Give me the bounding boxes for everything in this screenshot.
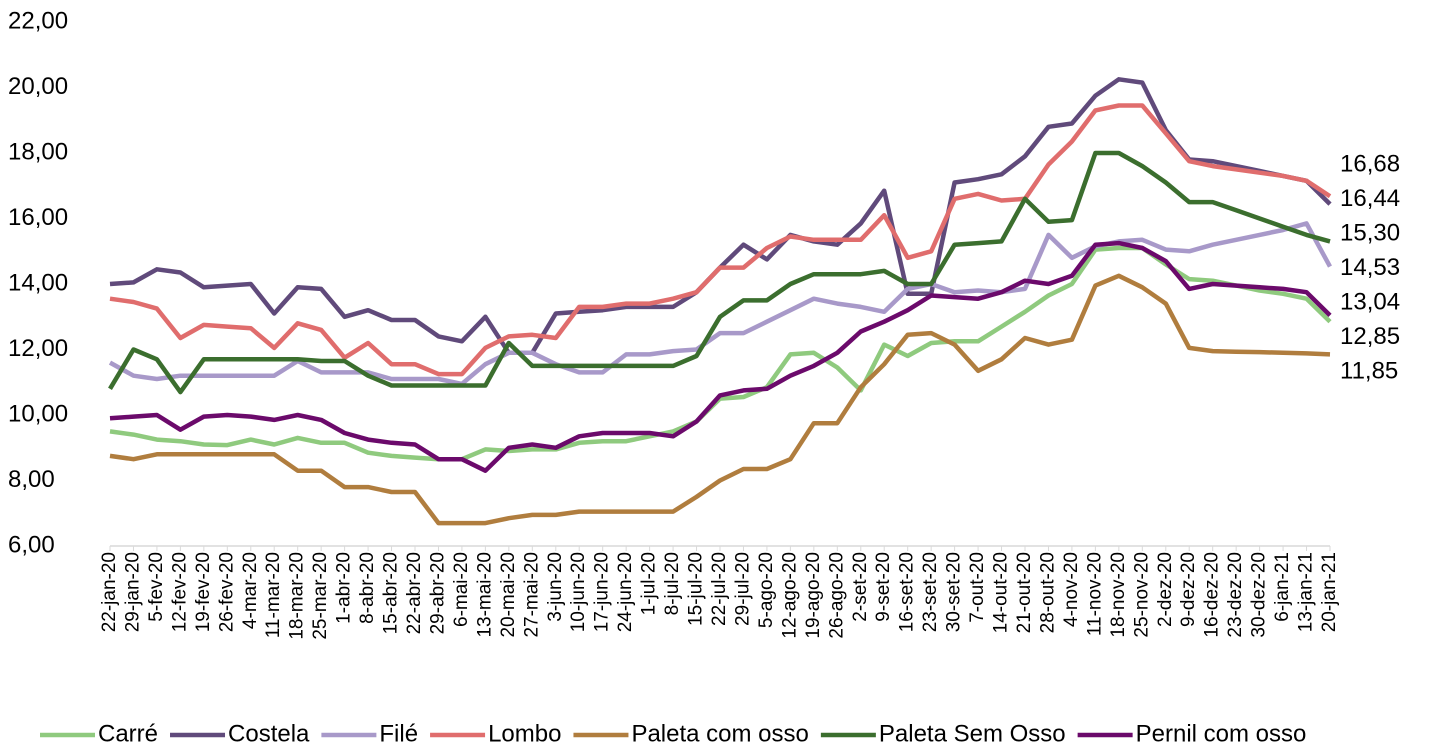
end-label: 16,68 — [1340, 150, 1400, 177]
x-tick-label: 23-dez-20 — [1225, 552, 1246, 638]
legend-label: Filé — [379, 720, 418, 747]
end-label: 13,04 — [1340, 288, 1400, 315]
end-label: 15,30 — [1340, 219, 1400, 246]
legend-label: Paleta com osso — [631, 720, 808, 747]
x-tick-label: 1-jul-20 — [639, 552, 660, 615]
x-tick-label: 23-set-20 — [920, 552, 941, 632]
series-line — [109, 77, 1332, 356]
x-tick-label: 29-jul-20 — [732, 552, 753, 626]
x-tick-label: 4-nov-20 — [1061, 552, 1082, 627]
x-tick-label: 26-fev-20 — [216, 552, 237, 632]
legend-label: Costela — [228, 720, 310, 747]
x-tick-label: 9-dez-20 — [1178, 552, 1199, 627]
legend-label: Carré — [98, 720, 158, 747]
x-tick-label: 2-dez-20 — [1155, 552, 1176, 627]
x-tick-label: 8-jul-20 — [662, 552, 683, 615]
x-tick-label: 25-nov-20 — [1131, 552, 1152, 638]
x-tick-label: 19-ago-20 — [803, 552, 824, 639]
x-tick-label: 7-out-20 — [967, 552, 988, 623]
series-line — [109, 240, 1332, 473]
x-tick-label: 14-out-20 — [991, 552, 1012, 633]
x-tick-label: 16-dez-20 — [1202, 552, 1223, 638]
series-line — [108, 150, 1331, 395]
series-line — [108, 221, 1332, 387]
y-tick-label: 22,00 — [8, 7, 68, 34]
x-tick-label: 6-jan-21 — [1272, 552, 1293, 622]
legend-label: Paleta Sem Osso — [879, 720, 1066, 747]
x-tick-label: 16-set-20 — [897, 552, 918, 632]
x-tick-label: 8-abr-20 — [357, 552, 378, 624]
x-tick-label: 20-mai-20 — [498, 552, 519, 638]
end-label: 14,53 — [1340, 254, 1400, 281]
x-tick-label: 22-abr-20 — [404, 552, 425, 634]
x-tick-label: 20-jan-21 — [1319, 552, 1340, 632]
x-tick-label: 29-jan-20 — [122, 552, 143, 632]
x-tick-label: 4-mar-20 — [240, 552, 261, 629]
x-tick-label: 29-abr-20 — [427, 552, 448, 634]
x-tick-label: 28-out-20 — [1037, 552, 1058, 633]
y-tick-label: 14,00 — [8, 269, 68, 296]
series-line — [109, 245, 1332, 462]
x-tick-label: 12-ago-20 — [779, 552, 800, 639]
x-tick-label: 15-jul-20 — [686, 552, 707, 626]
x-tick-label: 25-mar-20 — [310, 552, 331, 640]
series-line — [109, 103, 1332, 377]
series-line — [109, 273, 1331, 526]
x-tick-label: 6-mai-20 — [451, 552, 472, 627]
y-tick-label: 16,00 — [8, 204, 68, 231]
x-tick-label: 22-jan-20 — [99, 552, 120, 632]
x-tick-label: 1-abr-20 — [334, 552, 355, 624]
x-tick-label: 3-jun-20 — [545, 552, 566, 622]
x-tick-label: 13-mai-20 — [474, 552, 495, 638]
x-tick-label: 11-nov-20 — [1084, 552, 1105, 636]
y-tick-label: 12,00 — [8, 335, 68, 362]
x-tick-label: 2-set-20 — [850, 552, 871, 622]
x-tick-label: 30-set-20 — [944, 552, 965, 632]
x-tick-label: 22-jul-20 — [709, 552, 730, 626]
x-tick-label: 5-fev-20 — [146, 552, 167, 622]
legend-label: Lombo — [488, 720, 561, 747]
legend-label: Pernil com osso — [1136, 720, 1307, 747]
x-tick-label: 10-jun-20 — [568, 552, 589, 632]
y-tick-label: 10,00 — [8, 400, 68, 427]
x-tick-label: 30-dez-20 — [1249, 552, 1270, 638]
x-tick-label: 18-nov-20 — [1108, 552, 1129, 638]
x-tick-label: 9-set-20 — [873, 552, 894, 622]
x-tick-label: 27-mai-20 — [521, 552, 542, 638]
y-tick-label: 8,00 — [8, 466, 55, 493]
x-tick-label: 18-mar-20 — [287, 552, 308, 640]
y-tick-label: 20,00 — [8, 73, 68, 100]
end-label: 11,85 — [1340, 357, 1398, 384]
x-tick-label: 15-abr-20 — [381, 552, 402, 634]
x-tick-label: 11-mar-20 — [263, 552, 284, 638]
x-tick-label: 19-fev-20 — [193, 552, 214, 632]
y-tick-label: 18,00 — [8, 138, 68, 165]
x-tick-label: 13-jan-21 — [1296, 552, 1317, 632]
x-tick-label: 21-out-20 — [1014, 552, 1035, 633]
legend: Carré Costela Filé Lombo Paleta com osso Pale… — [40, 720, 1306, 747]
x-tick-label: 17-jun-20 — [592, 552, 613, 632]
y-tick-label: 6,00 — [8, 531, 55, 558]
x-tick-label: 12-fev-20 — [169, 552, 190, 632]
x-tick-label: 26-ago-20 — [826, 552, 847, 639]
end-label: 16,44 — [1340, 185, 1400, 212]
x-tick-label: 24-jun-20 — [615, 552, 636, 632]
x-tick-label: 5-ago-20 — [756, 552, 777, 628]
end-label: 12,85 — [1340, 323, 1400, 350]
